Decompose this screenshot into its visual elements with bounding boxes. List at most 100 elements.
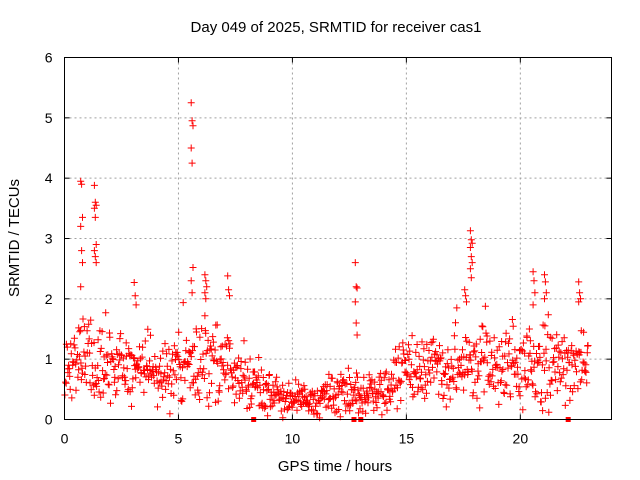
data-point <box>113 387 121 395</box>
y-tick-label: 4 <box>45 170 53 186</box>
data-point <box>76 328 84 336</box>
data-point <box>577 348 585 356</box>
data-point <box>367 384 375 392</box>
data-point <box>371 378 379 386</box>
data-point <box>293 406 301 414</box>
data-point <box>177 374 185 382</box>
data-point <box>490 334 498 342</box>
data-point <box>181 376 189 384</box>
data-point <box>93 374 101 382</box>
data-point <box>197 356 205 363</box>
data-point <box>575 298 583 306</box>
data-point <box>417 384 425 392</box>
data-point <box>165 373 173 381</box>
data-point <box>372 399 380 406</box>
data-point <box>484 376 492 384</box>
data-point <box>481 302 489 310</box>
data-point <box>158 382 166 390</box>
data-point <box>226 292 233 300</box>
data-point <box>566 396 574 404</box>
data-point <box>529 381 537 389</box>
data-point <box>129 354 137 362</box>
data-point <box>119 354 127 362</box>
data-point <box>206 389 213 397</box>
data-point <box>308 406 315 414</box>
y-tick-label: 2 <box>45 291 53 307</box>
data-point <box>378 411 386 419</box>
data-point <box>89 371 97 379</box>
data-point <box>193 372 201 380</box>
data-point <box>85 335 93 343</box>
x-tick-label: 20 <box>513 431 529 447</box>
data-point <box>516 392 524 400</box>
data-point <box>478 349 486 356</box>
data-point <box>227 365 234 373</box>
data-point <box>114 375 122 383</box>
data-point <box>510 359 518 367</box>
data-point <box>138 353 146 361</box>
data-point <box>85 320 93 328</box>
data-point <box>387 398 395 406</box>
data-point <box>166 410 174 418</box>
data-point <box>519 406 527 414</box>
data-point <box>399 339 407 347</box>
data-point <box>122 377 130 385</box>
data-point <box>549 358 557 366</box>
data-point <box>188 159 196 167</box>
data-point <box>526 337 534 345</box>
data-point <box>217 355 225 363</box>
data-point <box>528 380 536 388</box>
data-point <box>536 342 544 350</box>
data-point <box>450 332 458 340</box>
data-point <box>101 371 109 378</box>
data-point <box>195 389 203 397</box>
data-point <box>73 356 81 364</box>
data-point <box>554 363 562 371</box>
data-point <box>480 388 488 396</box>
data-point <box>92 259 100 267</box>
data-point <box>232 390 240 398</box>
data-point <box>317 394 325 402</box>
data-point <box>77 359 85 367</box>
data-point <box>201 289 209 297</box>
data-point <box>390 385 398 393</box>
data-point <box>556 378 564 386</box>
data-point <box>511 346 519 354</box>
data-point <box>355 390 363 398</box>
data-point <box>352 378 360 386</box>
data-point <box>412 373 420 381</box>
data-point <box>174 352 182 360</box>
data-point <box>136 378 144 386</box>
data-point <box>353 331 361 339</box>
data-point <box>351 396 359 404</box>
data-point <box>259 374 267 381</box>
data-point <box>96 348 104 355</box>
data-point <box>200 365 208 373</box>
data-point <box>479 323 487 331</box>
data-point <box>487 378 495 386</box>
data-point <box>175 328 183 336</box>
data-point <box>162 385 170 393</box>
x-tick-label: 15 <box>399 431 415 447</box>
data-point <box>209 333 217 341</box>
data-point <box>449 364 457 372</box>
data-point <box>245 374 253 382</box>
y-tick-label: 3 <box>45 231 53 247</box>
data-point <box>70 341 78 349</box>
data-point <box>187 277 195 285</box>
data-point <box>97 344 105 352</box>
data-point <box>337 370 345 378</box>
data-point <box>246 403 254 411</box>
data-point <box>430 374 438 382</box>
data-point <box>432 348 440 356</box>
data-point <box>122 339 130 347</box>
data-point <box>542 345 550 353</box>
data-point <box>570 382 578 390</box>
data-point <box>154 384 162 392</box>
data-point <box>555 347 563 355</box>
data-point <box>578 376 586 384</box>
data-point <box>385 376 393 384</box>
data-point <box>459 346 466 354</box>
data-point <box>140 388 148 396</box>
